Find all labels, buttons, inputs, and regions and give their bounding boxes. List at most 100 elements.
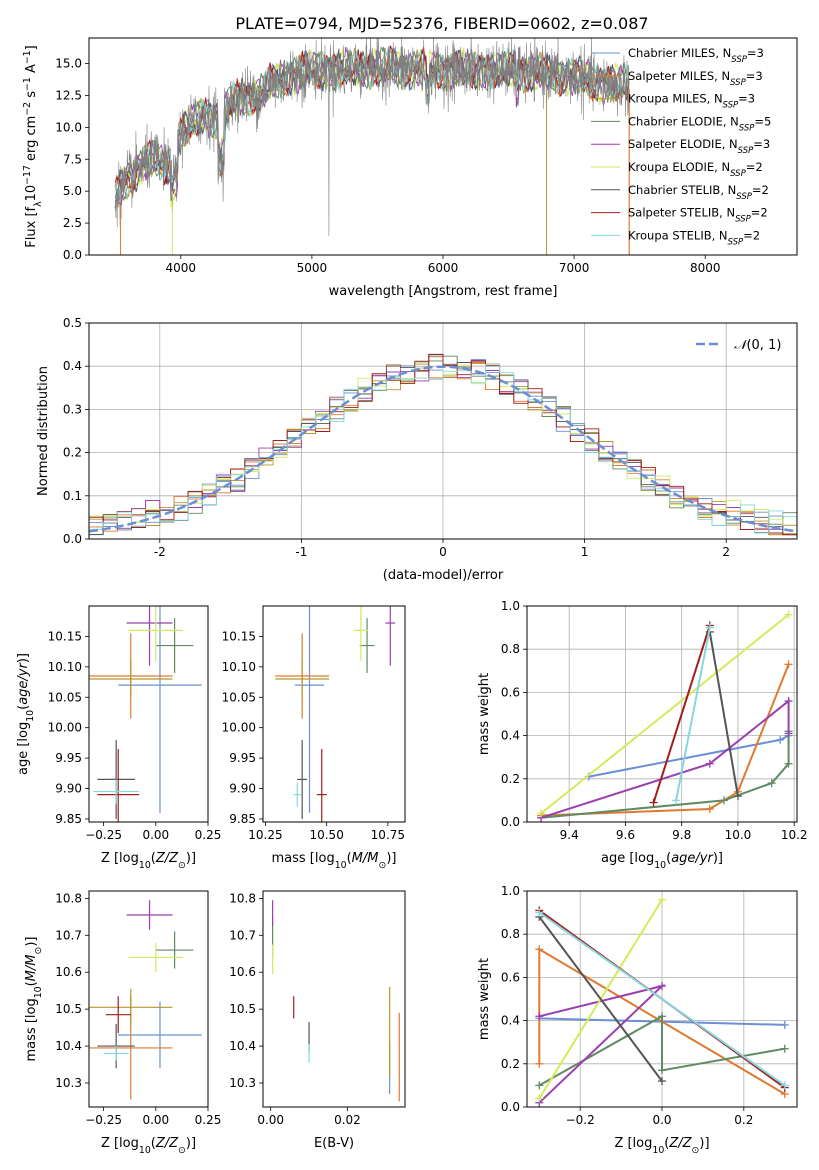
legend-entry: Chabrier ELODIE, NSSP=5 [628, 114, 771, 133]
x-tick-label: 0.2 [734, 1113, 753, 1127]
y-tick-label: 10.3 [55, 1076, 82, 1090]
legend-entry: Salpeter ELODIE, NSSP=3 [628, 137, 770, 156]
weight-z-xlabel: Z [log10(Z/Z⊙)] [614, 1136, 709, 1156]
y-tick-label: 0.2 [501, 1057, 520, 1071]
residual-ylabel: Normed distribution [36, 366, 51, 496]
residual-plot-area [89, 353, 797, 539]
weight-series-line [538, 1014, 785, 1087]
x-tick-label: 10.0 [725, 828, 752, 842]
weight-plot-area [537, 610, 793, 822]
weight-series-line [538, 911, 786, 1087]
x-tick-label: -2 [154, 545, 166, 559]
normal-reference-curve [89, 365, 797, 533]
spectrum-legend: Chabrier MILES, NSSP=3 Salpeter MILES, NS… [591, 46, 771, 247]
spectrum-panel: 4000 5000 6000 7000 8000 0.0 2.5 5.0 7.5 10.0 12.5… [22, 37, 798, 299]
weight-z-ylabel: mass weight [477, 958, 492, 1040]
legend-entry: Kroupa ELODIE, NSSP=2 [628, 160, 763, 179]
mass-z-ylabel: mass [log10(M/M⊙)] [24, 937, 44, 1062]
axes-frame [88, 37, 798, 256]
y-tick-label: 10.05 [222, 690, 256, 704]
x-tick-label: 9.6 [616, 828, 635, 842]
y-tick-label: 9.90 [55, 782, 82, 796]
axes-frame [526, 890, 798, 1108]
legend-entry: Kroupa STELIB, NSSP=2 [628, 228, 760, 247]
legend-entry: 𝒩(0, 1) [734, 338, 781, 353]
x-tick-label: 10.25 [248, 828, 282, 842]
x-tick-label: 0.25 [195, 828, 222, 842]
residual-xlabel: (data-model)/error [383, 568, 504, 583]
errorbar-plot-area [275, 606, 396, 822]
y-tick-label: 10.00 [48, 721, 82, 735]
age-mass-xlabel: mass [log10(M/M⊙)] [272, 851, 397, 871]
x-tick-label: −0.2 [566, 1113, 595, 1127]
y-tick-label: 10.8 [229, 891, 256, 905]
y-tick-label: 10.15 [222, 629, 256, 643]
age-z-xlabel: Z [log10(Z/Z⊙)] [101, 851, 196, 871]
y-tick-label: 10.5 [229, 1002, 256, 1016]
figure-title: PLATE=0794, MJD=52376, FIBERID=0602, z=0… [235, 14, 648, 33]
y-tick-label: 10.5 [55, 1002, 82, 1016]
y-tick-label: 9.90 [229, 782, 256, 796]
x-tick-label: 9.8 [672, 828, 691, 842]
weight-series-line [540, 613, 790, 815]
age-z-ylabel: age [log10(age/yr)] [16, 653, 36, 775]
weight-series-line [538, 984, 666, 1104]
weight-plot-area [535, 895, 789, 1107]
errorbar-plot-area [89, 900, 202, 1100]
x-tick-label: 10.2 [781, 828, 808, 842]
x-tick-label: 10.75 [371, 828, 405, 842]
axes-frame [88, 605, 209, 823]
weight-series-line [708, 631, 739, 797]
weight-series-line [541, 731, 790, 819]
y-tick-label: 10.4 [55, 1039, 82, 1053]
axes-frame [88, 890, 209, 1108]
errorbar-plot-area [271, 900, 400, 1102]
y-tick-label: 10.7 [55, 928, 82, 942]
x-tick-label: −0.25 [85, 828, 122, 842]
y-tick-label: 0.0 [501, 1100, 520, 1114]
y-tick-label: 5.0 [63, 184, 82, 198]
legend-entry: Salpeter MILES, NSSP=3 [628, 69, 763, 88]
model-spectrum-line [114, 47, 630, 198]
y-tick-label: 0.8 [501, 642, 520, 656]
y-tick-label: 10.00 [222, 721, 256, 735]
x-tick-label: 5000 [297, 261, 328, 275]
mass-vs-ebv-panel: 0.00 0.02 10.3 10.4 10.5 10.6 10.7 10.8 E(B-V) [229, 890, 406, 1151]
x-tick-label: 2 [722, 545, 730, 559]
axes-frame [88, 322, 798, 540]
legend-entry: Salpeter STELIB, NSSP=2 [628, 206, 768, 225]
y-tick-label: 0.5 [63, 316, 82, 330]
axes-frame [262, 890, 406, 1108]
x-tick-label: −0.25 [85, 1113, 122, 1127]
y-tick-label: 0.4 [501, 729, 520, 743]
spectrum-ylabel: Flux [fλ10−17 erg cm−2 s−1 A−1] [22, 45, 44, 247]
weight-series-line [652, 625, 711, 803]
y-tick-label: 12.5 [55, 88, 82, 102]
y-tick-label: 0.8 [501, 927, 520, 941]
y-tick-label: 1.0 [501, 884, 520, 898]
x-tick-label: 0.0 [652, 1113, 671, 1127]
age-vs-z-panel: −0.25 0.00 0.25 9.85 9.90 9.95 10.00 10.05 10.10… [16, 605, 222, 871]
x-tick-label: 0.00 [257, 1113, 284, 1127]
x-tick-label: 0.02 [334, 1113, 361, 1127]
y-tick-label: 9.85 [229, 812, 256, 826]
x-tick-label: 1 [581, 545, 589, 559]
y-tick-label: 10.10 [48, 660, 82, 674]
y-tick-label: 2.5 [63, 216, 82, 230]
mass-z-xlabel: Z [log10(Z/Z⊙)] [101, 1136, 196, 1156]
y-tick-label: 0.6 [501, 970, 520, 984]
x-tick-label: 0.00 [142, 1113, 169, 1127]
errorbar-plot-area [89, 606, 202, 822]
observed-spectrum-line [114, 38, 630, 236]
y-tick-label: 0.0 [501, 815, 520, 829]
x-tick-label: -1 [295, 545, 307, 559]
legend-entry: Chabrier STELIB, NSSP=2 [628, 183, 769, 202]
y-tick-label: 1.0 [501, 599, 520, 613]
legend-entry: Chabrier MILES, NSSP=3 [628, 46, 764, 65]
y-tick-label: 0.6 [501, 685, 520, 699]
y-tick-label: 0.0 [63, 532, 82, 546]
y-tick-label: 10.4 [229, 1039, 256, 1053]
y-tick-label: 0.2 [501, 772, 520, 786]
y-tick-label: 10.0 [55, 120, 82, 134]
axes-frame [526, 605, 798, 823]
